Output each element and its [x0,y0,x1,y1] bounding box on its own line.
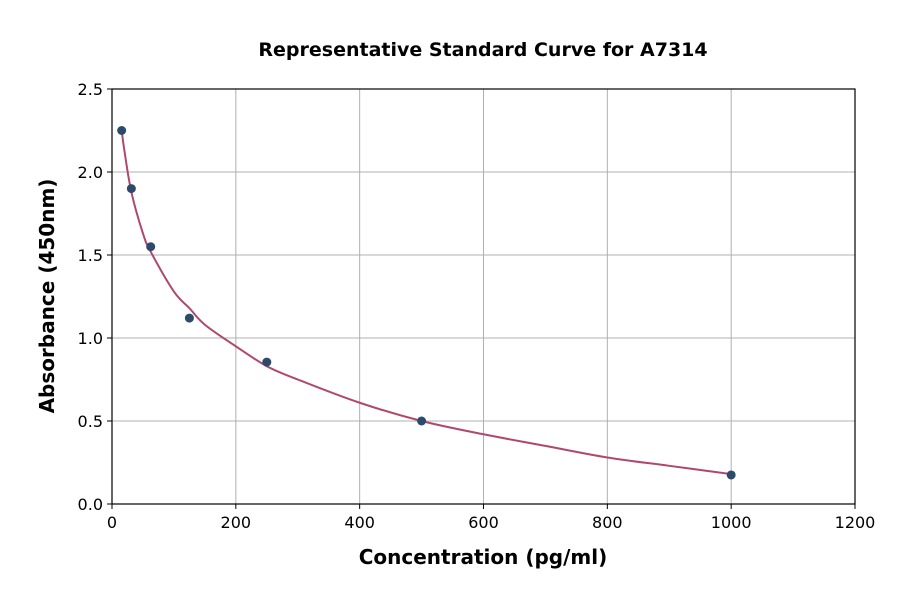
y-axis-label: Absorbance (450nm) [35,179,59,414]
x-tick-label: 400 [344,513,375,532]
x-ticks: 0 200 400 600 800 1000 1200 [107,504,875,532]
fit-curve [120,130,732,476]
x-tick-label: 1200 [835,513,876,532]
y-tick-label: 1.0 [78,329,103,348]
grid [111,88,856,505]
y-tick-label: 2.5 [78,80,103,99]
data-point [726,470,736,480]
data-point [184,313,194,323]
y-tick-label: 1.5 [78,246,103,265]
data-point [117,126,127,135]
data-point [146,242,156,252]
y-ticks: 0.0 0.5 1.0 1.5 2.0 2.5 [78,80,112,514]
x-tick-label: 600 [468,513,499,532]
x-tick-label: 800 [592,513,623,532]
x-axis-label: Concentration (pg/ml) [359,545,608,569]
data-point [417,416,427,426]
y-tick-label: 0.5 [78,412,103,431]
x-tick-label: 0 [107,513,117,532]
data-points [117,126,736,480]
data-point [126,184,136,194]
x-tick-label: 200 [221,513,252,532]
y-tick-label: 2.0 [78,163,103,182]
chart-title: Representative Standard Curve for A7314 [258,39,707,61]
y-tick-label: 0.0 [78,495,103,514]
data-point [262,357,272,367]
x-tick-label: 1000 [711,513,752,532]
